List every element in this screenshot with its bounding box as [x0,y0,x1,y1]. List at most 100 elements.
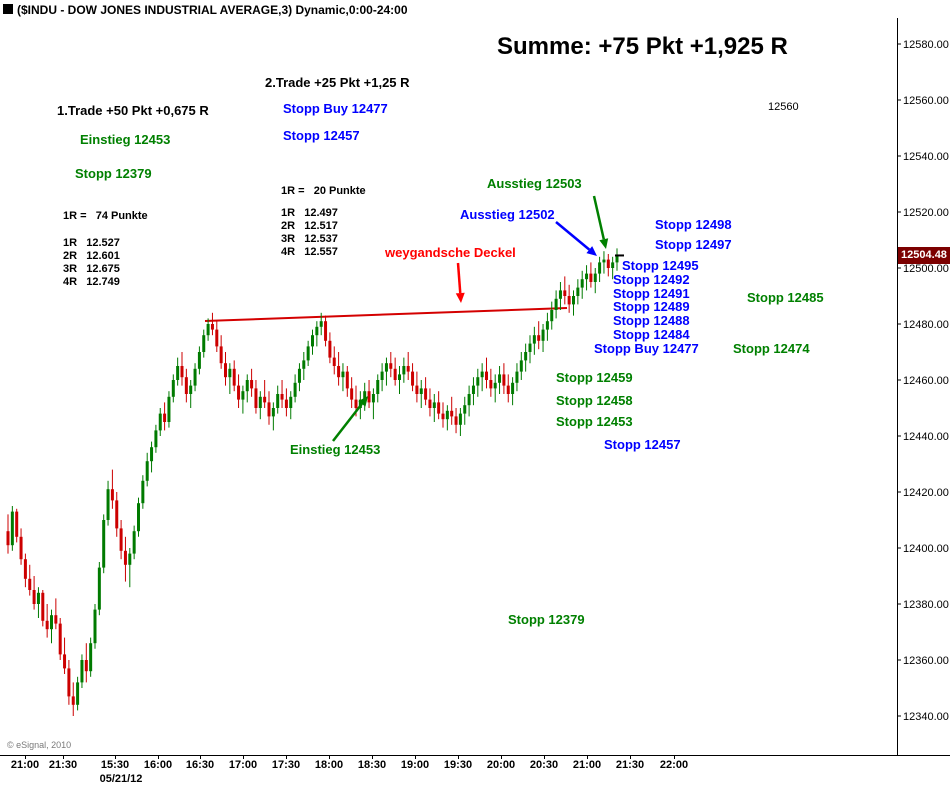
resistance-trendline[interactable] [204,307,568,322]
candle [271,402,275,431]
annotation-stopp-12489[interactable]: Stopp 12489 [613,299,690,314]
annotation-stopp-12492[interactable]: Stopp 12492 [613,272,690,287]
candle [615,248,619,271]
candle [154,424,158,453]
candle [458,408,462,436]
annotation-table1-row4[interactable]: 4R 12.749 [63,276,120,288]
annotation-high-label-12560[interactable]: 12560 [768,101,799,113]
candle [302,352,306,380]
candle [393,357,397,386]
candle [402,357,406,383]
candle [141,475,145,509]
candle [315,321,319,347]
annotation-trade-1[interactable]: 1.Trade +50 Pkt +0,675 R [57,103,209,118]
candle [189,380,193,408]
candle [32,576,36,610]
annotation-stopp-12459[interactable]: Stopp 12459 [556,370,633,385]
annotation-table1-row2[interactable]: 2R 12.601 [63,250,120,262]
annotation-stopp-buy-12477-a[interactable]: Stopp Buy 12477 [283,101,388,116]
annotation-stopp-12379-b[interactable]: Stopp 12379 [508,612,585,627]
annotation-einstieg-12453-b[interactable]: Einstieg 12453 [290,442,381,457]
annotation-table2-row4[interactable]: 4R 12.557 [281,246,338,258]
candle [371,388,375,420]
annotation-stopp-12485[interactable]: Stopp 12485 [747,290,824,305]
time-axis[interactable]: 21:00 21:30 15:30 16:00 16:30 17:00 17:30 18:00… [0,755,950,785]
einstieg-12453-arrow[interactable] [332,396,368,442]
annotation-stopp-12457-a[interactable]: Stopp 12457 [283,128,360,143]
candle [311,329,314,355]
annotation-einstieg-12453-a[interactable]: Einstieg 12453 [80,132,171,147]
annotation-table2-row1[interactable]: 1R 12.497 [281,207,338,219]
candle [15,508,19,543]
candle [76,676,80,711]
price-axis-label: 12500.00 [903,263,949,275]
annotation-stopp-buy-12477-b[interactable]: Stopp Buy 12477 [594,341,699,356]
candle [532,326,536,355]
annotation-weygandsche-deckel[interactable]: weygandsche Deckel [385,245,516,260]
annotation-r1-74-punkte[interactable]: 1R = 74 Punkte [63,210,148,222]
annotation-stopp-12458[interactable]: Stopp 12458 [556,393,633,408]
candle [467,385,471,417]
annotation-summe[interactable]: Summe: +75 Pkt +1,925 R [497,33,788,60]
candle [558,282,562,310]
candle [263,380,267,408]
price-axis-label: 12420.00 [903,487,949,499]
candle [441,402,445,428]
candle [384,357,388,386]
annotation-stopp-12474[interactable]: Stopp 12474 [733,341,810,356]
candle [158,408,162,436]
candle [463,396,467,425]
annotation-stopp-12453[interactable]: Stopp 12453 [556,414,633,429]
annotation-stopp-12491[interactable]: Stopp 12491 [613,286,690,301]
candle [184,368,188,403]
annotation-ausstieg-12502[interactable]: Ausstieg 12502 [460,207,555,222]
price-axis-label: 12440.00 [903,431,949,443]
ausstieg-12502-arrow[interactable] [555,221,597,256]
candle [215,321,219,352]
candle [593,268,597,294]
annotation-stopp-12498[interactable]: Stopp 12498 [655,217,732,232]
annotation-stopp-12379-a[interactable]: Stopp 12379 [75,166,152,181]
annotation-stopp-12484[interactable]: Stopp 12484 [613,327,690,342]
annotation-stopp-12488[interactable]: Stopp 12488 [613,313,690,328]
candle [445,405,449,431]
candle [228,363,232,394]
time-axis-label: 17:30 [272,759,300,771]
annotation-stopp-12497[interactable]: Stopp 12497 [655,237,732,252]
annotation-ausstieg-12503[interactable]: Ausstieg 12503 [487,176,582,191]
candle [585,265,589,291]
candle [150,441,154,473]
candle [41,590,45,627]
candle [237,374,241,408]
candle [606,254,610,277]
annotation-r1-20-punkte[interactable]: 1R = 20 Punkte [281,185,366,197]
annotation-table1-row3[interactable]: 3R 12.675 [63,263,120,275]
price-axis-label: 12340.00 [903,711,949,723]
annotation-stopp-12457-b[interactable]: Stopp 12457 [604,437,681,452]
candle [415,371,419,403]
price-axis-label: 12540.00 [903,151,949,163]
candle [567,284,571,313]
annotation-stopp-12495[interactable]: Stopp 12495 [622,258,699,273]
candle [328,332,332,364]
candle [493,374,497,403]
candle [432,394,436,422]
candle [589,262,593,288]
annotation-table1-row1[interactable]: 1R 12.527 [63,237,120,249]
ausstieg-12503-arrow[interactable] [592,195,609,249]
annotation-table2-row2[interactable]: 2R 12.517 [281,220,338,232]
candle [519,352,523,380]
candle [511,377,515,406]
candle [376,374,380,403]
annotation-table2-row3[interactable]: 3R 12.537 [281,233,338,245]
annotation-trade-2[interactable]: 2.Trade +25 Pkt +1,25 R [265,75,410,90]
weygandsche-arrow[interactable] [455,262,465,303]
candle [250,368,254,397]
candle [580,270,584,299]
candle [411,363,415,392]
price-axis[interactable]: 12580.00 12560.00 12540.00 12520.00 12500.00… [897,18,949,755]
time-axis-label: 17:00 [229,759,257,771]
time-axis-label: 21:00 [11,759,39,771]
